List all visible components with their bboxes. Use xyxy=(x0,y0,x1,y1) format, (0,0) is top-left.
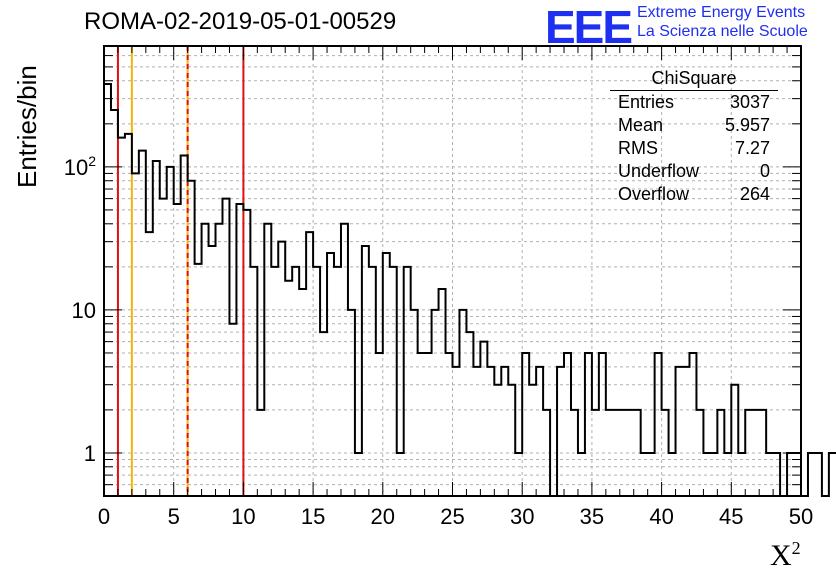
y-tick-exponent: 2 xyxy=(88,153,96,169)
stats-label: Mean xyxy=(618,115,664,135)
logo-caption-line2: La Scienza nelle Scuole xyxy=(637,23,808,40)
stats-label: RMS xyxy=(618,138,658,158)
stats-box: ChiSquare Entries 3037 Mean 5.957 RMS 7.… xyxy=(610,68,778,206)
stats-value: 264 xyxy=(739,184,770,204)
stats-label: Entries xyxy=(618,92,675,112)
stats-row-overflow: Overflow 264 xyxy=(610,183,778,206)
stats-row-rms: RMS 7.27 xyxy=(610,137,778,160)
stats-row-entries: Entries 3037 xyxy=(610,91,778,114)
x-tick-label: 20 xyxy=(371,504,395,529)
histogram-title: ROMA-02-2019-05-01-00529 xyxy=(84,8,397,35)
stats-value: 3037 xyxy=(729,92,770,112)
plot-frame xyxy=(103,45,802,497)
y-tick-label: 102 xyxy=(64,153,96,180)
x-tick-label: 25 xyxy=(440,504,464,529)
y-tick-label: 1 xyxy=(84,441,96,466)
threshold-lines xyxy=(116,46,245,496)
x-tick-label: 40 xyxy=(649,504,673,529)
stats-row-underflow: Underflow 0 xyxy=(610,160,778,183)
x-axis-label: X2 xyxy=(770,538,801,573)
x-tick-label: 50 xyxy=(789,504,813,529)
stats-box-title: ChiSquare xyxy=(610,68,778,91)
x-tick-label: 5 xyxy=(168,504,180,529)
stats-row-mean: Mean 5.957 xyxy=(610,114,778,137)
x-tick-label: 45 xyxy=(719,504,743,529)
stats-value: 5.957 xyxy=(724,115,770,135)
x-axis-label-text: X xyxy=(770,539,792,572)
x-tick-label: 10 xyxy=(231,504,255,529)
x-tick-label: 35 xyxy=(580,504,604,529)
logo-caption-line1: Extreme Energy Events xyxy=(637,4,806,21)
x-tick-label: 15 xyxy=(301,504,325,529)
y-tick-label: 10 xyxy=(72,298,96,323)
stats-label: Overflow xyxy=(618,184,690,204)
x-tick-label: 0 xyxy=(98,504,110,529)
stats-label: Underflow xyxy=(618,161,700,181)
y-axis-label: Entries/bin xyxy=(12,65,42,188)
y-tick-base: 10 xyxy=(64,155,88,180)
eee-logo: EEE xyxy=(545,1,633,53)
stats-value: 0 xyxy=(759,161,770,181)
histogram-series xyxy=(103,82,836,497)
x-tick-label: 30 xyxy=(510,504,534,529)
stats-value: 7.27 xyxy=(734,138,770,158)
x-axis-label-superscript: 2 xyxy=(791,538,801,558)
